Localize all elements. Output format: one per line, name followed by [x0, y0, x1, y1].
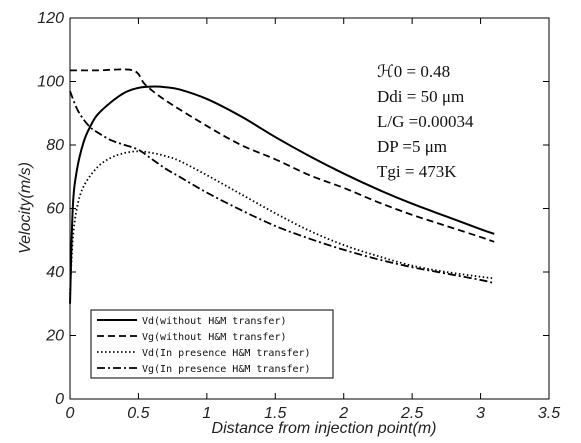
series-vd-without-line: [69, 85, 495, 304]
x-tick-label: 2.5: [400, 405, 423, 422]
series-vg-presence-line: [69, 90, 495, 284]
legend-label-vd-without: Vd(without H&M transfer): [142, 316, 287, 327]
annotation-h0: ℋ0 = 0.48: [377, 62, 450, 81]
y-tick-label: 20: [45, 328, 64, 345]
x-tick-label: 3.5: [538, 405, 560, 422]
legend-label-vg-presence: Vg(In presence H&M transfer): [142, 364, 311, 375]
annotation-dp: DP =5 μm: [377, 137, 447, 156]
x-tick-label: 1.5: [264, 405, 286, 422]
annotation-lg: L/G =0.00034: [377, 112, 474, 131]
legend-label-vd-presence: Vd(In presence H&M transfer): [142, 348, 311, 359]
annotation-tgi: Tgi = 473K: [377, 162, 457, 181]
x-tick-label: 0: [66, 405, 75, 422]
legend-box: [90, 309, 334, 379]
y-tick-label: 40: [46, 264, 64, 281]
x-tick-label: 3: [476, 405, 485, 422]
y-tick-label: 100: [37, 74, 64, 91]
x-tick-label: 0.5: [127, 405, 149, 422]
parameter-annotations: ℋ0 = 0.48 Ddi = 50 μm L/G =0.00034 DP =5…: [377, 62, 474, 181]
axis-ticks: 0 0.5 1 1.5 2 2.5 3 3.5 0 20 40 60 80 100 120: [37, 10, 560, 422]
legend: Vd(without H&M transfer) Vg(without H&M …: [90, 309, 334, 379]
legend-label-vg-without: Vg(without H&M transfer): [142, 332, 287, 343]
y-tick-label: 60: [46, 201, 64, 218]
x-tick-label: 2: [338, 405, 348, 422]
y-tick-label: 80: [46, 137, 64, 154]
y-tick-label: 120: [37, 10, 64, 27]
series-vd-presence-line: [69, 150, 495, 295]
y-axis-label: Velocity(m/s): [17, 162, 34, 254]
series-vg-without-line: [69, 68, 495, 243]
y-tick-label: 0: [55, 391, 64, 408]
series-lines: [69, 68, 495, 304]
x-tick-label: 1: [202, 405, 211, 422]
x-axis-label: Distance from injection point(m): [212, 420, 437, 437]
annotation-ddi: Ddi = 50 μm: [377, 87, 464, 106]
